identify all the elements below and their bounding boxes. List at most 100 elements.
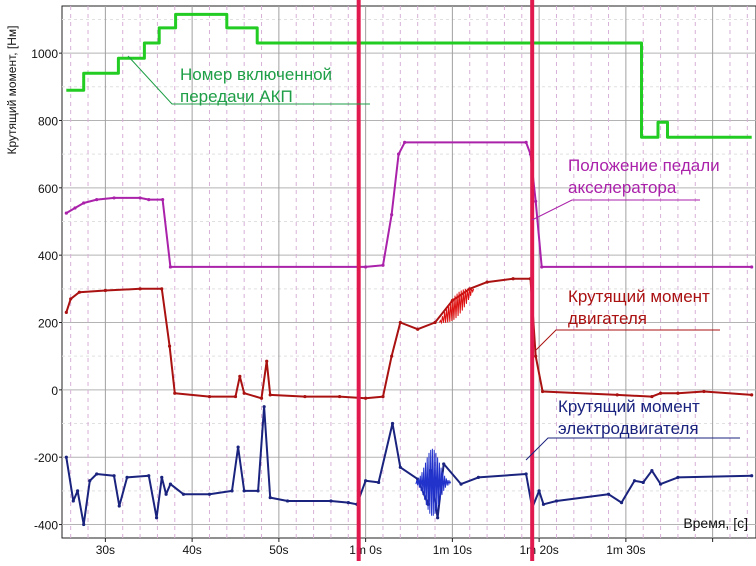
data-point xyxy=(459,482,463,486)
annotation-leader-line xyxy=(525,437,740,461)
grid-layer xyxy=(61,5,756,539)
annotation-label: двигателя xyxy=(568,309,647,328)
data-point xyxy=(117,504,121,508)
y-tick-label: 0 xyxy=(51,384,58,398)
data-point xyxy=(658,482,663,486)
data-point xyxy=(606,492,611,496)
data-point xyxy=(541,502,546,506)
data-point xyxy=(268,495,272,500)
annotation-label: электродвигателя xyxy=(558,419,699,438)
data-point xyxy=(242,489,246,493)
axes-layer: -400 -200 0 200 400 600 800 1000 30s 40s 50s 1m 0s 1… xyxy=(31,47,714,557)
series-line-4 xyxy=(65,405,752,526)
y-tick-label: 600 xyxy=(38,182,58,196)
data-point xyxy=(262,405,266,409)
annotation-leader-line xyxy=(535,329,720,351)
data-point xyxy=(71,499,75,503)
x-tick-label: 1m 30s xyxy=(606,543,645,557)
marker-layer xyxy=(356,0,535,561)
data-point xyxy=(390,213,394,217)
data-point xyxy=(147,474,151,478)
data-point xyxy=(381,394,385,399)
data-point xyxy=(88,479,92,483)
data-point xyxy=(433,320,437,325)
data-point xyxy=(82,522,86,527)
x-tick-label: 1m 10s xyxy=(433,543,472,557)
data-point xyxy=(396,152,401,156)
motor-torque-oscillation xyxy=(415,448,452,516)
x-tick-label: 1m 0s xyxy=(349,543,382,557)
data-point xyxy=(554,499,559,503)
data-point xyxy=(207,492,212,496)
data-point xyxy=(82,201,86,205)
data-point xyxy=(181,492,186,496)
y-axis-title: Крутящий момент, [Нм] xyxy=(5,25,19,154)
data-point xyxy=(236,445,240,449)
data-point xyxy=(164,492,168,496)
data-point xyxy=(103,288,107,293)
plot-area xyxy=(61,5,756,539)
y-tick-label: 800 xyxy=(38,114,58,128)
data-point xyxy=(329,499,333,503)
x-tick-label: 1m 20s xyxy=(519,543,558,557)
data-point xyxy=(676,391,680,395)
annotation-label: Номер включенной xyxy=(180,65,332,84)
data-point xyxy=(64,211,68,215)
data-point xyxy=(377,480,381,485)
data-point xyxy=(364,396,368,400)
data-point xyxy=(650,394,654,399)
data-point xyxy=(168,265,173,269)
data-point xyxy=(95,198,99,202)
data-point xyxy=(615,393,619,397)
y-tick-label: 1000 xyxy=(31,47,58,61)
data-point xyxy=(619,501,624,505)
data-point xyxy=(750,265,754,269)
data-point xyxy=(364,479,368,483)
annotation-label: Крутящий момент xyxy=(568,287,710,306)
data-point xyxy=(346,501,350,505)
data-point xyxy=(540,265,544,269)
data-point xyxy=(641,480,645,485)
data-point xyxy=(485,280,489,284)
series-line-1 xyxy=(66,12,752,139)
y-tick-label: -400 xyxy=(34,519,58,533)
data-point xyxy=(511,277,515,281)
data-point xyxy=(73,206,77,210)
x-tick-label: 40s xyxy=(182,543,201,557)
x-tick-label: 30s xyxy=(96,543,115,557)
data-point xyxy=(69,297,73,301)
data-point xyxy=(167,344,172,348)
data-point xyxy=(64,310,68,315)
data-point xyxy=(268,393,272,397)
data-point xyxy=(160,475,164,479)
data-point xyxy=(95,472,99,476)
data-point xyxy=(125,475,129,479)
data-point xyxy=(403,140,407,144)
data-point xyxy=(207,394,212,399)
annotation-label: Положение педали xyxy=(568,156,720,175)
data-point xyxy=(476,475,480,479)
data-point xyxy=(147,198,151,202)
data-point xyxy=(676,475,680,479)
engine-torque-oscillation xyxy=(438,288,475,325)
x-tick-label: 50s xyxy=(269,543,288,557)
data-point xyxy=(524,472,528,476)
annotation-label: передачи АКП xyxy=(180,87,293,106)
data-point xyxy=(398,320,402,325)
data-point xyxy=(303,394,307,399)
annotation-label: Крутящий момент xyxy=(558,397,700,416)
data-point xyxy=(233,394,238,399)
annotation-label: акселератора xyxy=(568,178,677,197)
data-point xyxy=(285,499,290,503)
data-point xyxy=(534,354,538,358)
data-point xyxy=(242,391,246,395)
data-point xyxy=(161,198,165,202)
data-point xyxy=(112,474,116,478)
data-point xyxy=(436,516,440,520)
annotation-layer: Номер включенной передачи АКП Положение пе… xyxy=(127,55,740,461)
y-tick-label: -200 xyxy=(34,451,58,465)
data-point xyxy=(138,287,142,291)
data-point xyxy=(381,263,385,267)
